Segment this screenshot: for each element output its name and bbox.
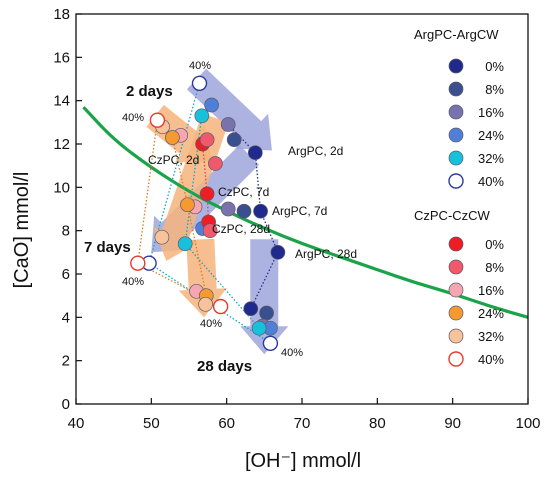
legend: ArgPC-ArgCW 0% 8% 16% 24% 32% 40% CzPC-CzCW 0…: [414, 27, 504, 367]
legend-label-cz-5: 32%: [478, 329, 504, 344]
data-point-czpc-czcw-24--2: [180, 197, 195, 213]
data-point-argpc-argcw-8--3: [259, 305, 274, 321]
legend-label-cz-1: 0%: [485, 237, 504, 252]
arg-trend-arrow-1: [186, 68, 272, 151]
legend-label-cz-2: 8%: [485, 260, 504, 275]
legend-marker-cz-2: [448, 259, 464, 275]
legend-label-arg-4: 24%: [478, 128, 504, 143]
cz-trend-arrow-5: [152, 113, 229, 261]
data-point-argpc-argcw-0--1: [247, 145, 263, 161]
legend-label-cz-6: 40%: [478, 352, 504, 367]
data-point-argpc-argcw-8--2: [236, 203, 252, 219]
legend-marker-arg-2: [448, 81, 464, 97]
cz-trace-line-6: [171, 137, 207, 296]
data-point-czpc-czcw-0--2: [199, 186, 215, 202]
y-axis-label: [CaO] mmol/l: [11, 172, 33, 289]
axes: 40 50 60 70 80 90 100 0 2 4 6 8 10 12 14 16 18: [53, 6, 540, 432]
data-point-argpc-argcw-32--1: [194, 108, 210, 124]
data-point-argpc-argcw-32--2: [177, 236, 193, 252]
arg-trace-line-1: [250, 152, 279, 309]
annotation-40pct-2d: 40%: [189, 60, 211, 72]
x-tick-label-70: 70: [294, 415, 311, 432]
data-point-czpc-czcw-40--1: [149, 112, 166, 128]
arg-trace-line-4: [184, 115, 260, 329]
y-tick-label-0: 0: [62, 396, 70, 413]
annotation-28-days: 28 days: [197, 358, 252, 375]
legend-title-czpc: CzPC-CzCW: [414, 208, 491, 223]
x-tick-label-50: 50: [143, 415, 160, 432]
y-tick-label-12: 12: [53, 136, 70, 153]
data-point-argpc-argcw-8--1: [226, 132, 242, 148]
legend-label-arg-3: 16%: [478, 105, 504, 120]
y-tick-label-18: 18: [53, 6, 70, 23]
legend-marker-cz-3: [448, 282, 464, 298]
legend-marker-arg-4: [448, 127, 464, 143]
x-axis-label: [OH⁻] mmol/l: [245, 450, 361, 472]
y-tick-label-16: 16: [53, 49, 70, 66]
data-point-argpc-argcw-32--3: [251, 320, 267, 336]
annotation-czpc-7d: CzPC, 7d: [218, 185, 269, 199]
data-point-argpc-argcw-0--2: [253, 203, 268, 219]
legend-marker-cz-5: [448, 328, 464, 344]
data-point-czpc-czcw-8--1: [199, 132, 215, 148]
data-points: [130, 75, 286, 351]
data-point-czpc-czcw-8--3: [202, 223, 218, 239]
data-point-argpc-argcw-40--3: [262, 335, 279, 351]
data-point-czpc-czcw-40--3: [212, 298, 229, 315]
data-point-argpc-argcw-0--3: [270, 244, 286, 260]
x-tick-label-60: 60: [218, 415, 235, 432]
data-point-czpc-czcw-8--2: [208, 156, 223, 171]
legend-title-argpc: ArgPC-ArgCW: [414, 27, 499, 42]
x-tick-label-40: 40: [68, 415, 85, 432]
y-tick-label-4: 4: [62, 309, 70, 326]
annotation-2-days: 2 days: [126, 83, 173, 100]
legend-marker-arg-3: [448, 104, 464, 120]
annotation-czpc-2d: CzPC, 2d: [148, 153, 199, 167]
y-tick-label-2: 2: [62, 353, 70, 370]
x-tick-label-80: 80: [369, 415, 386, 432]
legend-label-arg-1: 0%: [485, 59, 504, 74]
legend-marker-cz-6: [448, 351, 464, 367]
legend-label-arg-2: 8%: [485, 82, 504, 97]
annotation-argpc-28d: ArgPC, 28d: [295, 247, 357, 261]
legend-label-arg-6: 40%: [478, 174, 504, 189]
data-point-czpc-czcw-32--3: [198, 296, 213, 312]
annotation-40pct-28d-arg: 40%: [281, 347, 303, 359]
annotation-40pct-28d-cz: 40%: [200, 318, 222, 330]
data-point-czpc-czcw-40--2: [130, 255, 146, 271]
fit-curve-layer: [82, 106, 529, 319]
solubility-fit-curve: [82, 106, 529, 319]
legend-label-cz-4: 24%: [478, 306, 504, 321]
annotation-czpc-28d: CzPC, 28d: [212, 222, 270, 236]
legend-marker-cz-1: [448, 236, 464, 252]
y-tick-label-6: 6: [62, 266, 70, 283]
annotation-argpc-7d: ArgPC, 7d: [272, 204, 327, 218]
legend-marker-arg-1: [448, 58, 464, 74]
y-tick-label-14: 14: [53, 93, 70, 110]
data-point-argpc-argcw-40--1: [191, 75, 208, 92]
legend-argpc-entries: 0% 8% 16% 24% 32% 40%: [448, 58, 504, 189]
x-tick-label-100: 100: [515, 415, 540, 432]
annotation-argpc-2d: ArgPC, 2d: [288, 144, 343, 158]
data-point-argpc-argcw-16--2: [220, 201, 236, 217]
data-point-argpc-argcw-16--1: [220, 117, 236, 132]
annotation-7-days: 7 days: [84, 239, 131, 256]
legend-marker-cz-4: [448, 305, 464, 321]
data-point-argpc-argcw-0--4: [243, 301, 259, 317]
legend-czpc-entries: 0% 8% 16% 24% 32% 40%: [448, 236, 504, 367]
y-tick-label-10: 10: [53, 179, 70, 196]
legend-label-arg-5: 32%: [478, 151, 504, 166]
data-point-czpc-czcw-24--1: [165, 130, 180, 145]
data-point-czpc-czcw-32--2: [154, 229, 170, 245]
legend-marker-arg-5: [448, 150, 464, 166]
y-tick-label-8: 8: [62, 223, 70, 240]
legend-label-cz-3: 16%: [478, 283, 504, 298]
legend-marker-arg-6: [448, 173, 464, 189]
x-tick-label-90: 90: [444, 415, 461, 432]
annotation-40pct-7d: 40%: [122, 276, 144, 288]
annotation-40pct-2d-cz: 40%: [122, 112, 144, 124]
data-point-argpc-argcw-24--1: [204, 97, 219, 113]
